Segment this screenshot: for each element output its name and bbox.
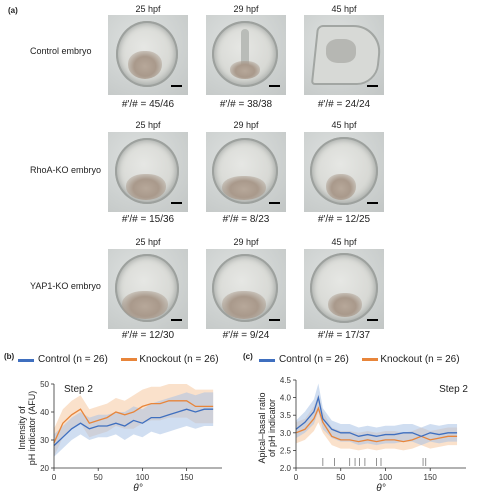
micrograph-control-29hpf — [206, 15, 286, 95]
row2-col1-time: 25 hpf — [135, 120, 161, 130]
count-yap1-25hpf: #'/# = 12/30 — [121, 330, 175, 341]
chart-b-xtick-label: 100 — [136, 473, 150, 482]
micrograph-control-25hpf — [108, 15, 188, 95]
chart-b-step-label: Step 2 — [64, 384, 93, 395]
legend-knockout-swatch — [120, 357, 137, 361]
panel-c-label: (c) — [243, 352, 253, 361]
chart-c-ytick-label: 4.0 — [280, 394, 292, 403]
chart-c-band-control — [296, 383, 458, 446]
chart-c-ytick-label: 3.5 — [280, 411, 292, 420]
chart-b-xtick-label: 0 — [52, 473, 57, 482]
micrograph-control-45hpf — [304, 15, 384, 95]
count-control-25hpf: #'/# = 45/46 — [121, 99, 175, 110]
micrograph-yap1-25hpf — [108, 249, 188, 329]
panel-b-legend: Control (n = 26) Knockout (n = 26) — [18, 354, 219, 365]
row1-col2-time: 29 hpf — [233, 4, 259, 14]
chart-b-svg: 20 30 40 50 0 50 100 150 θ° Step 2 — [40, 380, 222, 494]
legend-knockout-n: (n = 26) — [424, 354, 460, 365]
count-rhoa-25hpf: #'/# = 15/36 — [121, 214, 175, 225]
row-label-yap1: YAP1-KO embryo — [30, 281, 101, 291]
chart-b-ytick-label: 30 — [40, 436, 49, 445]
panel-c-legend: Control (n = 26) Knockout (n = 26) — [259, 354, 460, 365]
legend-knockout-label: Knockout — [139, 354, 182, 365]
panel-b-label: (b) — [4, 352, 15, 361]
chart-b-ytick-label: 20 — [40, 464, 49, 473]
row-label-rhoa: RhoA-KO embryo — [30, 165, 102, 175]
chart-c-line-knockout — [295, 406, 458, 443]
chart-c-xtick-label: 150 — [424, 473, 438, 482]
count-control-29hpf: #'/# = 38/38 — [219, 99, 273, 110]
chart-b-ytick-label: 40 — [40, 408, 49, 417]
legend-control-n: (n = 26) — [314, 354, 349, 365]
row3-col3-time: 45 hpf — [331, 237, 357, 247]
row3-col2-time: 29 hpf — [233, 237, 259, 247]
chart-c-xtick-label: 50 — [336, 473, 345, 482]
micrograph-rhoa-29hpf — [206, 132, 286, 212]
chart-b-xtick-label: 150 — [180, 473, 194, 482]
micrograph-yap1-45hpf — [304, 249, 384, 329]
legend-control-swatch — [18, 359, 34, 362]
chart-c-xlabel: θ° — [376, 483, 385, 494]
legend-knockout-label: Knockout — [380, 354, 423, 365]
chart-c-ytick-label: 4.5 — [280, 376, 292, 385]
row1-col1-time: 25 hpf — [135, 4, 161, 14]
chart-c-svg: 2.0 2.5 3.0 3.5 4.0 4.5 0 50 100 150 θ° Step 2 — [280, 376, 469, 494]
chart-c-line-control — [295, 395, 458, 438]
legend-control-swatch — [259, 359, 275, 362]
panel-a-label: (a) — [8, 6, 18, 15]
legend-knockout-n: (n = 26) — [183, 354, 219, 365]
legend-knockout-swatch — [361, 357, 378, 361]
count-yap1-29hpf: #'/# = 9/24 — [222, 330, 270, 341]
chart-b-band-control — [54, 392, 214, 457]
row-label-control: Control embryo — [30, 46, 92, 56]
chart-b-xtick-label: 50 — [94, 473, 103, 482]
row1-col3-time: 45 hpf — [331, 4, 357, 14]
chart-b-line-knockout — [53, 400, 214, 444]
micrograph-yap1-29hpf — [206, 249, 286, 329]
count-rhoa-29hpf: #'/# = 8/23 — [222, 214, 270, 225]
legend-control-label: Control — [279, 354, 312, 365]
micrograph-rhoa-45hpf — [304, 132, 384, 212]
legend-control-label: Control — [38, 354, 71, 365]
count-control-45hpf: #'/# = 24/24 — [317, 99, 371, 110]
chart-c-ytick-label: 2.5 — [280, 446, 292, 455]
row3-col1-time: 25 hpf — [135, 237, 161, 247]
chart-c-xtick-label: 100 — [379, 473, 393, 482]
count-yap1-45hpf: #'/# = 17/37 — [317, 330, 371, 341]
chart-c-xtick-label: 0 — [294, 473, 299, 482]
row2-col3-time: 45 hpf — [331, 120, 357, 130]
chart-c-step-label: Step 2 — [439, 384, 468, 395]
legend-control-n: (n = 26) — [73, 354, 108, 365]
count-rhoa-45hpf: #'/# = 12/25 — [317, 214, 371, 225]
chart-c-ytick-label: 2.0 — [280, 464, 292, 473]
chart-b-ytick-label: 50 — [40, 380, 49, 389]
micrograph-rhoa-25hpf — [108, 132, 188, 212]
chart-b-line-control — [53, 408, 214, 447]
row2-col2-time: 29 hpf — [233, 120, 259, 130]
chart-b-xlabel: θ° — [133, 483, 142, 494]
chart-c-ytick-label: 3.0 — [280, 429, 292, 438]
